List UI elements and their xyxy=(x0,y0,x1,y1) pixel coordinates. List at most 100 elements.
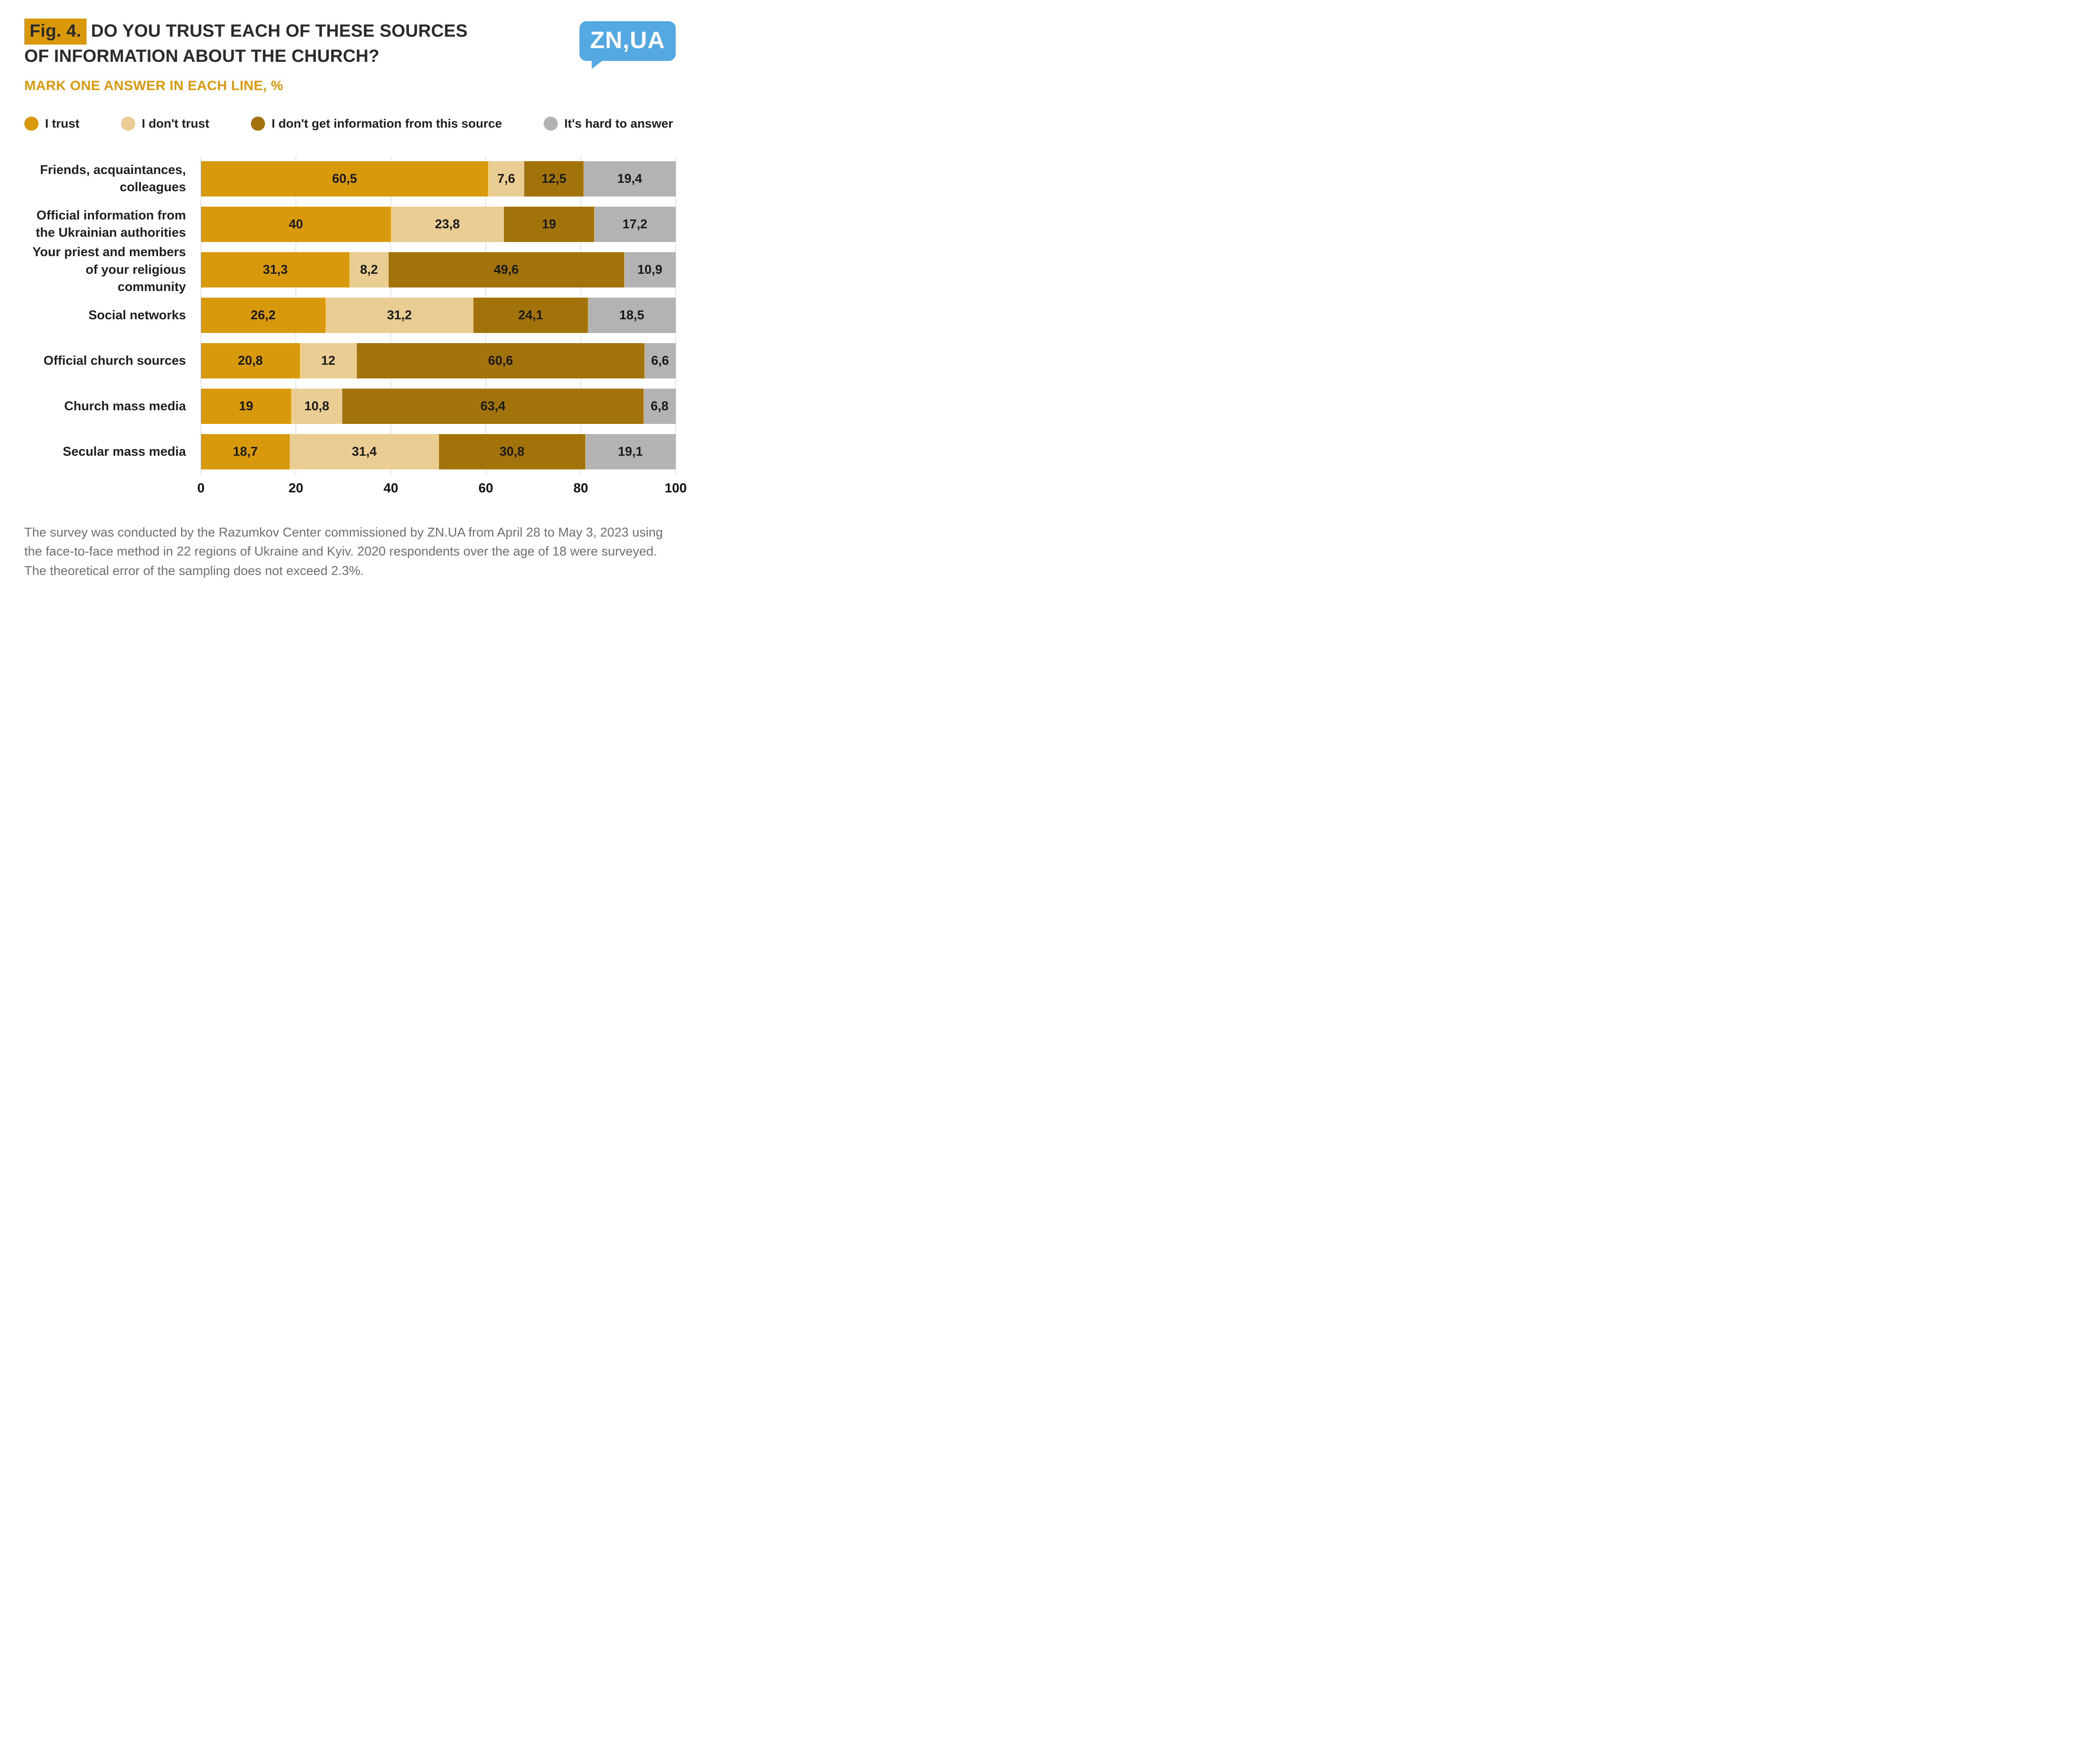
title-line-2: OF INFORMATION ABOUT THE CHURCH? xyxy=(24,46,380,66)
value-label: 6,6 xyxy=(651,353,669,368)
bar-segment: 8,2 xyxy=(349,252,389,288)
x-axis-tick: 80 xyxy=(573,480,588,495)
value-label: 18,5 xyxy=(619,308,644,322)
value-label: 17,2 xyxy=(622,217,647,231)
bar-segment: 17,2 xyxy=(594,207,676,242)
x-axis: 0 20 40 60 80 100 xyxy=(197,480,687,504)
value-label: 31,3 xyxy=(263,262,288,277)
bar-row: 19 10,8 63,4 6,8 xyxy=(201,384,676,429)
value-label: 10,8 xyxy=(304,399,329,413)
value-label: 23,8 xyxy=(435,217,460,231)
bar-segment: 31,4 xyxy=(290,434,439,470)
survey-note: The survey was conducted by the Razumkov… xyxy=(24,525,663,578)
title-line-1: DO YOU TRUST EACH OF THESE SOURCES xyxy=(91,21,468,41)
legend-color-dot xyxy=(24,116,38,131)
bar-row: 26,2 31,2 24,1 18,5 xyxy=(201,293,676,338)
value-label: 31,2 xyxy=(387,308,412,322)
bar-row: 20,8 12 60,6 6,6 xyxy=(201,338,676,384)
bar-segment: 49,6 xyxy=(388,252,624,288)
value-label: 6,8 xyxy=(651,399,669,413)
legend-item: I trust xyxy=(24,116,79,131)
category-label: Your priest and members of your religiou… xyxy=(32,245,186,294)
legend-item: I don't trust xyxy=(121,116,209,131)
value-label: 19 xyxy=(541,217,556,231)
value-label: 8,2 xyxy=(360,262,378,277)
chart-title: Fig. 4. DO YOU TRUST EACH OF THESE SOURCE… xyxy=(24,19,468,68)
legend-label: It's hard to answer xyxy=(564,116,673,130)
category-label: Friends, acquaintances, colleagues xyxy=(40,163,186,195)
bar-segment: 20,8 xyxy=(201,343,300,379)
value-label: 49,6 xyxy=(493,262,519,277)
bar-segment: 7,6 xyxy=(488,161,525,197)
bar-segment: 18,7 xyxy=(201,434,290,470)
gridline xyxy=(675,156,676,475)
bar-segment: 19,1 xyxy=(585,434,676,470)
chart-subtitle: MARK ONE ANSWER IN EACH LINE, % xyxy=(24,77,284,93)
plot-area: 60,5 7,6 12,5 19,4 40 23,8 19 17,2 31,3 8,2 49,6 10… xyxy=(201,156,676,475)
value-label: 60,5 xyxy=(332,171,357,186)
bar-segment: 6,8 xyxy=(643,389,676,424)
bar-row: 18,7 31,4 30,8 19,1 xyxy=(201,429,676,475)
bar-segment: 30,8 xyxy=(439,434,585,470)
value-label: 24,1 xyxy=(518,308,543,322)
legend-color-dot xyxy=(121,116,135,131)
bar-segment: 19 xyxy=(201,389,291,424)
legend-label: I don't trust xyxy=(141,116,209,130)
bar-row: 31,3 8,2 49,6 10,9 xyxy=(201,247,676,293)
bar-segment: 23,8 xyxy=(391,207,504,242)
value-label: 19,1 xyxy=(618,444,643,459)
bar-segment: 26,2 xyxy=(201,298,325,333)
bar-segment: 18,5 xyxy=(588,298,676,333)
x-axis-tick: 20 xyxy=(288,480,303,495)
value-label: 7,6 xyxy=(497,171,515,186)
value-label: 31,4 xyxy=(352,444,377,459)
bar-segment: 19,4 xyxy=(583,161,676,197)
infographic-page: Fig. 4. DO YOU TRUST EACH OF THESE SOURCE… xyxy=(0,0,700,603)
value-label: 60,6 xyxy=(488,353,513,368)
value-label: 26,2 xyxy=(250,308,276,322)
figure-label: Fig. 4. xyxy=(24,19,87,45)
bar-segment: 10,8 xyxy=(291,389,343,424)
bar-segment: 31,3 xyxy=(201,252,350,288)
bar-row: 40 23,8 19 17,2 xyxy=(201,202,676,247)
stacked-bar: 60,5 7,6 12,5 19,4 xyxy=(201,161,676,197)
bar-segment: 60,6 xyxy=(356,343,645,379)
stacked-bar: 26,2 31,2 24,1 18,5 xyxy=(201,298,676,333)
stacked-bar: 19 10,8 63,4 6,8 xyxy=(201,389,676,424)
legend-color-dot xyxy=(543,116,558,131)
bar-segment: 60,5 xyxy=(201,161,488,197)
value-label: 12,5 xyxy=(541,171,567,186)
bar-segment: 10,9 xyxy=(624,252,676,288)
bar-row: 60,5 7,6 12,5 19,4 xyxy=(201,156,676,202)
bar-segment: 6,6 xyxy=(644,343,676,379)
value-label: 18,7 xyxy=(233,444,258,459)
stacked-bar: 40 23,8 19 17,2 xyxy=(201,207,676,242)
legend-label: I trust xyxy=(45,116,79,130)
bar-segment: 40 xyxy=(201,207,391,242)
bar-segment: 63,4 xyxy=(342,389,643,424)
value-label: 12 xyxy=(321,353,336,368)
x-axis-tick: 40 xyxy=(383,480,398,495)
value-label: 63,4 xyxy=(480,399,506,413)
bars-container: 60,5 7,6 12,5 19,4 40 23,8 19 17,2 31,3 8,2 49,6 10… xyxy=(201,156,676,475)
bar-segment: 31,2 xyxy=(325,298,474,333)
value-label: 30,8 xyxy=(499,444,525,459)
value-label: 20,8 xyxy=(238,353,263,368)
category-label: Social networks xyxy=(88,308,186,322)
header: Fig. 4. DO YOU TRUST EACH OF THESE SOURCE… xyxy=(24,19,676,69)
bar-segment: 12,5 xyxy=(524,161,584,197)
legend-item: It's hard to answer xyxy=(543,116,673,131)
legend-color-dot xyxy=(250,116,265,131)
bar-segment: 12 xyxy=(299,343,357,379)
value-label: 10,9 xyxy=(637,262,662,277)
category-label: Secular mass media xyxy=(63,444,186,459)
stacked-bar: 31,3 8,2 49,6 10,9 xyxy=(201,252,676,288)
stacked-bar: 18,7 31,4 30,8 19,1 xyxy=(201,434,676,470)
value-label: 19,4 xyxy=(617,171,642,186)
x-axis-tick: 100 xyxy=(664,480,687,495)
legend: I trust I don't trust I don't get informat… xyxy=(24,116,676,131)
value-label: 40 xyxy=(288,217,303,231)
znua-logo: ZN,UA xyxy=(579,21,676,69)
category-labels-column: Friends, acquaintances, colleagues Offici… xyxy=(24,156,201,475)
value-label: 19 xyxy=(238,399,254,413)
